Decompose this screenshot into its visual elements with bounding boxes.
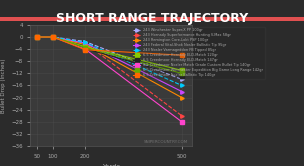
6.5 Creedmoor Hornady ELD-Match 147gr: [51, 36, 55, 38]
X-axis label: Yards: Yards: [102, 164, 120, 166]
Line: 243 Federal Vital-Shok Nosler Ballistic Tip 95gr: 243 Federal Vital-Shok Nosler Ballistic …: [35, 35, 184, 93]
Line: 6.5 Creedmoor Hornady ELD-Match 120gr: 6.5 Creedmoor Hornady ELD-Match 120gr: [35, 35, 184, 72]
6.5 Creedmoor Hornady ELD-Match 120gr: [35, 36, 39, 38]
6.5 Creedmoor Hornady ELD-Match 120gr: [83, 46, 87, 48]
243 Winchester Super-X PP 100gr: [35, 36, 39, 38]
6.5 Creedmoor Nosler Ballistic Tip 140gr: [180, 54, 184, 56]
6.5 Creedmoor Hornady ELD-Match 120gr: [51, 36, 55, 38]
243 Nosler Varmageddon FB Tipped 85gr: [51, 36, 55, 38]
Legend: 243 Winchester Super-X PP 100gr, 243 Hornady Superformance Hunting V-Max 58gr, 2: 243 Winchester Super-X PP 100gr, 243 Hor…: [132, 27, 264, 79]
243 Nosler Varmageddon FB Tipped 85gr: [35, 36, 39, 38]
6.5 Creedmoor Winchester Expedition Big Game Long Range 142gr: [83, 47, 87, 49]
243 Federal Vital-Shok Nosler Ballistic Tip 95gr: [83, 42, 87, 44]
Line: 243 Nosler Varmageddon FB Tipped 85gr: 243 Nosler Varmageddon FB Tipped 85gr: [35, 35, 184, 87]
243 Hornady Superformance Hunting V-Max 58gr: [83, 42, 87, 44]
6.5 Creedmoor Hornady ELD-Match 147gr: [180, 75, 184, 77]
Line: 6.5 Creedmoor Nosler Match Grade Custom Bullet Tip 140gr: 6.5 Creedmoor Nosler Match Grade Custom …: [35, 35, 184, 124]
6.5 Creedmoor Nosler Ballistic Tip 140gr: [83, 49, 87, 51]
Y-axis label: Bullet Drop (Inches): Bullet Drop (Inches): [1, 58, 5, 113]
6.5 Creedmoor Nosler Match Grade Custom Bullet Tip 140gr: [83, 48, 87, 50]
6.5 Creedmoor Hornady ELD-Match 147gr: [83, 47, 87, 49]
6.5 Creedmoor Winchester Expedition Big Game Long Range 142gr: [51, 36, 55, 38]
243 Federal Vital-Shok Nosler Ballistic Tip 95gr: [51, 36, 55, 38]
Line: 6.5 Creedmoor Nosler Ballistic Tip 140gr: 6.5 Creedmoor Nosler Ballistic Tip 140gr: [35, 35, 184, 57]
6.5 Creedmoor Nosler Match Grade Custom Bullet Tip 140gr: [180, 121, 184, 123]
243 Nosler Varmageddon FB Tipped 85gr: [180, 84, 184, 86]
6.5 Creedmoor Nosler Ballistic Tip 140gr: [51, 36, 55, 38]
6.5 Creedmoor Nosler Match Grade Custom Bullet Tip 140gr: [35, 36, 39, 38]
243 Federal Vital-Shok Nosler Ballistic Tip 95gr: [35, 36, 39, 38]
243 Remington Core-Lokt PSP 100gr: [83, 44, 87, 46]
243 Hornady Superformance Hunting V-Max 58gr: [51, 36, 55, 38]
6.5 Creedmoor Hornady ELD-Match 120gr: [180, 69, 184, 71]
243 Hornady Superformance Hunting V-Max 58gr: [180, 115, 184, 117]
243 Hornady Superformance Hunting V-Max 58gr: [35, 36, 39, 38]
Line: 243 Remington Core-Lokt PSP 100gr: 243 Remington Core-Lokt PSP 100gr: [35, 35, 184, 99]
Line: 6.5 Creedmoor Winchester Expedition Big Game Long Range 142gr: 6.5 Creedmoor Winchester Expedition Big …: [35, 35, 184, 75]
6.5 Creedmoor Winchester Expedition Big Game Long Range 142gr: [180, 72, 184, 74]
Text: SNIPERCOUNTRY.COM: SNIPERCOUNTRY.COM: [144, 140, 188, 144]
243 Nosler Varmageddon FB Tipped 85gr: [83, 42, 87, 43]
6.5 Creedmoor Hornady ELD-Match 147gr: [35, 36, 39, 38]
Line: 6.5 Creedmoor Hornady ELD-Match 147gr: 6.5 Creedmoor Hornady ELD-Match 147gr: [35, 35, 184, 78]
Line: 243 Winchester Super-X PP 100gr: 243 Winchester Super-X PP 100gr: [35, 35, 184, 81]
243 Winchester Super-X PP 100gr: [83, 41, 87, 42]
243 Winchester Super-X PP 100gr: [51, 36, 55, 38]
6.5 Creedmoor Winchester Expedition Big Game Long Range 142gr: [35, 36, 39, 38]
243 Federal Vital-Shok Nosler Ballistic Tip 95gr: [180, 91, 184, 93]
243 Remington Core-Lokt PSP 100gr: [51, 36, 55, 38]
243 Remington Core-Lokt PSP 100gr: [180, 97, 184, 99]
6.5 Creedmoor Nosler Ballistic Tip 140gr: [35, 36, 39, 38]
6.5 Creedmoor Nosler Match Grade Custom Bullet Tip 140gr: [51, 36, 55, 38]
243 Remington Core-Lokt PSP 100gr: [35, 36, 39, 38]
Text: SHORT RANGE TRAJECTORY: SHORT RANGE TRAJECTORY: [56, 12, 248, 25]
243 Winchester Super-X PP 100gr: [180, 79, 184, 81]
Line: 243 Hornady Superformance Hunting V-Max 58gr: 243 Hornady Superformance Hunting V-Max …: [35, 35, 184, 118]
